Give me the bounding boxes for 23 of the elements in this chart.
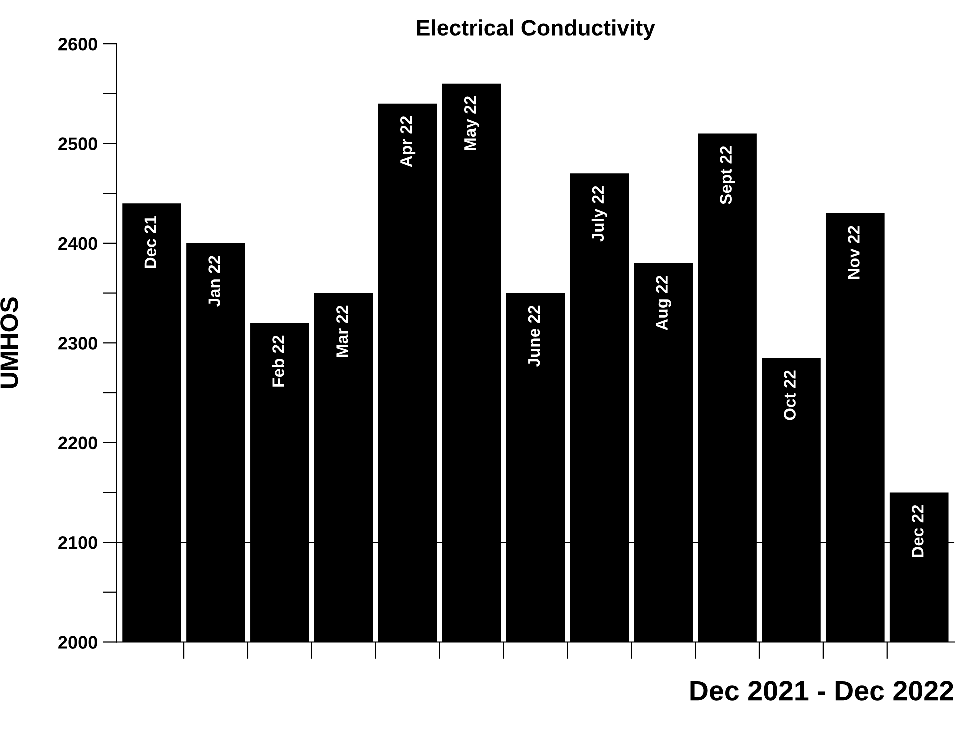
y-axis-title: UMHOS: [0, 298, 18, 388]
x-tick-label: Feb 22: [272, 336, 284, 387]
x-axis-title: Dec 2021 - Dec 2022: [690, 681, 954, 701]
x-tick-label: May 22: [464, 96, 480, 150]
x-tick-label: Dec 22: [912, 505, 924, 558]
x-tick-label: Dec 21: [144, 216, 157, 268]
y-tick-label: 2500: [58, 138, 98, 150]
x-tick-label: Aug 22: [656, 276, 672, 330]
x-tick-label: Apr 22: [400, 116, 416, 168]
y-tick-label: 2200: [58, 436, 98, 450]
x-tick-label: Sept 22: [720, 146, 736, 205]
x-tick-label: Jan 22: [208, 256, 220, 308]
y-tick-label: 2600: [58, 38, 98, 51]
x-tick-label: Mar 22: [336, 306, 348, 357]
x-tick-label: Nov 22: [848, 226, 860, 280]
y-tick-label: 2100: [58, 536, 98, 550]
y-tick-label: 2000: [58, 636, 98, 649]
y-tick-label: 2300: [58, 337, 98, 350]
chart-title: Electrical Conductivity: [417, 20, 656, 40]
x-tick-label: July 22: [592, 186, 608, 242]
y-tick-label: 2400: [58, 237, 98, 250]
x-tick-label: June 22: [528, 306, 540, 368]
x-tick-label: Oct 22: [784, 370, 796, 420]
